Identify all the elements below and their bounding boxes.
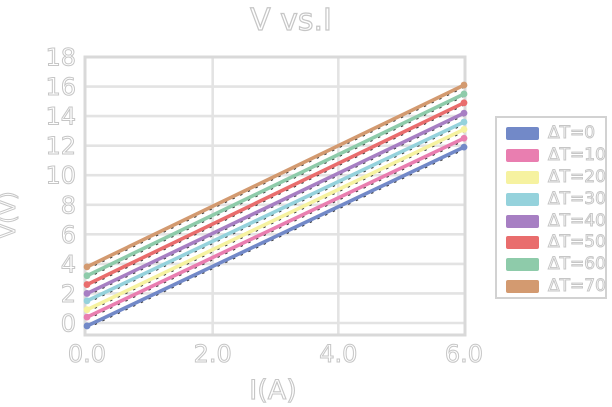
y-axis-title: V(V) <box>0 191 21 238</box>
legend-label: ΔT=10 <box>548 145 607 166</box>
series-endpoint-marker <box>460 126 468 133</box>
series-endpoint-marker <box>460 90 468 98</box>
series-endpoint-marker <box>460 81 468 89</box>
y-tick-label: 2 <box>61 280 76 308</box>
series-endpoint-marker <box>83 281 91 288</box>
legend-label: ΔT=50 <box>548 232 607 253</box>
legend-label: ΔT=40 <box>548 210 607 231</box>
legend-swatch <box>506 192 539 206</box>
legend-item: ΔT=50 <box>506 232 607 254</box>
series-line <box>85 136 466 319</box>
series-endpoint-marker <box>460 134 468 142</box>
series-line <box>85 92 466 278</box>
series-dash-underlay <box>86 86 465 270</box>
x-tick-label: 2.0 <box>194 340 232 368</box>
legend-swatch <box>506 149 539 163</box>
legend-label: ΔT=0 <box>547 123 596 144</box>
series-dash-underlay <box>86 148 465 329</box>
series-line <box>85 145 466 328</box>
x-tick-label: 4.0 <box>319 340 357 368</box>
y-tick-label: 14 <box>45 103 76 131</box>
series-dash-underlay <box>86 123 465 304</box>
series-endpoint-marker <box>83 263 91 271</box>
legend-item: ΔT=0 <box>506 123 605 145</box>
x-tick-label: 6.0 <box>445 340 483 368</box>
series-endpoint-marker <box>460 118 468 126</box>
plot-border <box>83 55 467 337</box>
legend-item: ΔT=40 <box>506 210 607 232</box>
series-endpoint-marker <box>83 297 91 305</box>
y-tick-label: 8 <box>61 191 76 219</box>
series-endpoint-marker <box>83 313 91 321</box>
y-tick-label: 10 <box>45 162 76 190</box>
series-endpoint-marker <box>83 290 91 297</box>
y-tick-label: 4 <box>61 250 76 278</box>
series-endpoint-marker <box>460 99 468 107</box>
series-endpoint-marker <box>460 143 468 151</box>
y-tick-label: 18 <box>45 44 76 72</box>
legend-label: ΔT=70 <box>548 275 607 296</box>
y-tick-label: 6 <box>61 221 76 249</box>
y-tick-label: 12 <box>45 132 76 160</box>
legend-label: ΔT=30 <box>548 188 607 209</box>
legend-item: ΔT=10 <box>506 145 607 167</box>
legend-swatch <box>506 127 539 141</box>
series-line <box>85 111 466 296</box>
series-endpoint-marker <box>83 322 91 330</box>
legend-label: ΔT=20 <box>548 166 607 187</box>
y-tick-label: 0 <box>61 310 76 338</box>
series-endpoint-marker <box>83 272 91 280</box>
legend-item: ΔT=60 <box>506 254 607 276</box>
legend-swatch <box>506 258 539 272</box>
legend-label: ΔT=60 <box>548 254 607 275</box>
series-dash-underlay <box>86 139 465 320</box>
legend-item: ΔT=30 <box>506 188 607 210</box>
legend-item: ΔT=20 <box>506 166 607 189</box>
legend-swatch <box>506 170 539 184</box>
series-line <box>85 83 466 269</box>
series-line <box>85 120 466 303</box>
legend: ΔT=0 ΔT=10 ΔT=20 ΔT=30 ΔT=40 ΔT=50 ΔT=60 <box>495 116 607 299</box>
series-dash-underlay <box>86 130 465 313</box>
y-tick-label: 16 <box>45 73 76 101</box>
series-dash-underlay <box>86 114 465 297</box>
legend-item: ΔT=70 <box>506 275 607 298</box>
series-line <box>85 101 466 287</box>
series-line <box>85 127 466 312</box>
legend-swatch <box>506 236 539 250</box>
series-endpoint-marker <box>460 109 468 117</box>
x-tick-label: 0.0 <box>68 340 106 368</box>
chart-title: V vs.I <box>250 3 332 38</box>
series-endpoint-marker <box>83 306 91 314</box>
legend-swatch <box>506 214 539 228</box>
series-dash-underlay <box>86 95 465 279</box>
data-series-layer <box>83 81 468 330</box>
legend-swatch <box>506 279 539 293</box>
series-dash-underlay <box>86 104 465 288</box>
x-axis-title: I(A) <box>249 375 297 406</box>
